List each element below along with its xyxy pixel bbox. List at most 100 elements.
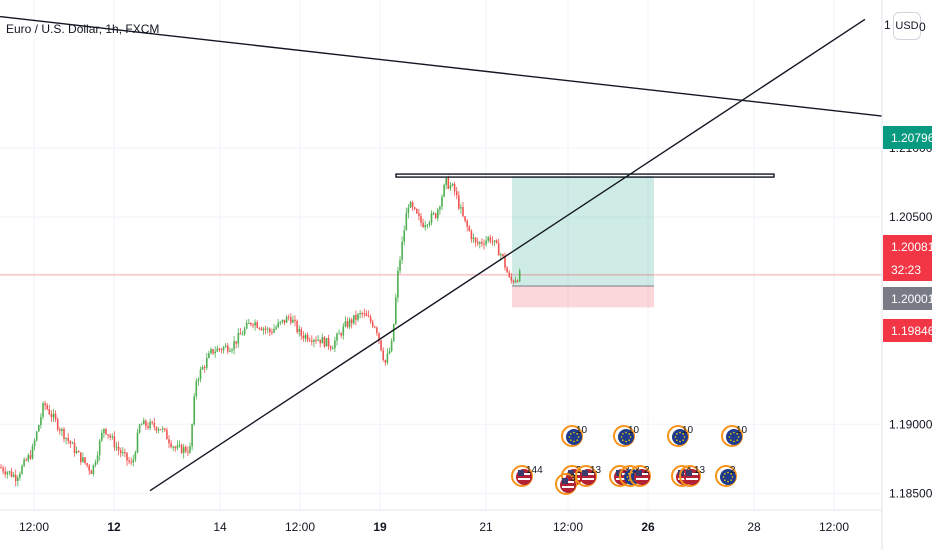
candle-body — [126, 452, 128, 461]
economic-events[interactable]: 1010101014423133234132 — [511, 425, 748, 495]
event-ring — [555, 473, 577, 495]
candle-body — [439, 206, 441, 210]
candle-body — [38, 425, 40, 432]
candle-body — [300, 329, 303, 336]
event-marker[interactable]: 10 — [613, 425, 640, 447]
candle-body — [365, 313, 368, 316]
candle-body — [84, 457, 86, 464]
candle-body — [216, 348, 219, 352]
candle-body — [153, 422, 156, 428]
candle-body — [453, 183, 456, 192]
us-flag-stripe — [582, 478, 594, 480]
candle-body — [73, 442, 76, 453]
candle-body — [256, 322, 258, 328]
candle-body — [69, 440, 72, 444]
candle-body — [518, 270, 521, 282]
candle-body — [197, 379, 200, 382]
candle-body — [187, 451, 189, 453]
event-marker[interactable]: 3 — [555, 473, 577, 495]
candle-body — [71, 442, 74, 444]
candle-body — [113, 436, 116, 448]
event-marker[interactable]: 13 — [679, 465, 706, 487]
event-marker[interactable]: 2 — [629, 465, 651, 487]
candle-body — [460, 207, 462, 209]
eu-star — [620, 436, 623, 438]
candle-body — [510, 276, 513, 281]
event-count-label: 13 — [590, 465, 602, 476]
candle-body — [14, 474, 17, 482]
event-marker[interactable]: 13 — [575, 465, 602, 487]
candle-body — [203, 367, 206, 369]
event-marker[interactable]: 10 — [561, 425, 588, 447]
event-ring — [575, 465, 597, 487]
candle-body — [19, 473, 21, 478]
eu-star — [727, 471, 729, 474]
candle-body — [350, 319, 353, 324]
us-flag-stripe — [678, 478, 690, 480]
candle-body — [315, 340, 317, 342]
candle-body — [239, 332, 242, 335]
candle-body — [420, 215, 422, 223]
candle-body — [254, 322, 256, 326]
eu-flag-icon — [672, 429, 688, 445]
candle-body — [109, 435, 111, 438]
candle-body — [262, 328, 265, 331]
candle-body — [101, 433, 103, 441]
long-position-stop-zone — [512, 285, 654, 308]
eu-star — [628, 479, 630, 481]
candle-body — [0, 467, 2, 469]
candle-body — [369, 316, 372, 322]
candle-body — [143, 420, 145, 425]
candle-body — [308, 340, 311, 342]
candle-body — [178, 444, 181, 446]
candle-body — [428, 222, 431, 226]
event-ring — [679, 465, 701, 487]
candle-body — [166, 429, 168, 440]
event-ring — [721, 425, 743, 447]
candle-body — [306, 334, 309, 341]
symbol-title[interactable]: Euro / U.S. Dollar, 1h, FXCM — [6, 22, 160, 36]
candle-body — [447, 178, 450, 189]
candle-body — [344, 321, 347, 327]
grid — [0, 0, 882, 510]
candle-body — [374, 326, 376, 328]
candle-body — [149, 421, 151, 428]
x-tick-label: 12:00 — [19, 520, 49, 534]
candle-body — [92, 464, 95, 474]
candle-body — [329, 346, 332, 349]
candle-body — [380, 340, 382, 351]
candle-body — [161, 428, 164, 430]
candle-body — [285, 316, 288, 323]
candle-body — [237, 332, 240, 344]
time-axis[interactable]: 12:00 12 14 12:00 19 21 12:00 26 28 12:00 — [19, 520, 849, 534]
x-tick-label: 28 — [747, 520, 761, 534]
event-marker[interactable]: 10 — [667, 425, 694, 447]
candle-body — [342, 326, 345, 336]
eu-star — [625, 440, 627, 443]
event-count-label: 2 — [644, 465, 650, 476]
us-flag-canton — [582, 470, 588, 476]
candle-body — [140, 424, 143, 426]
candle-body — [107, 434, 109, 436]
candle-body — [508, 272, 510, 277]
event-count-label: 13 — [694, 465, 706, 476]
candle-body — [124, 452, 126, 454]
candle-body — [424, 225, 426, 228]
event-ring — [629, 465, 651, 487]
eu-star — [733, 431, 735, 434]
x-tick-label: 12 — [107, 520, 121, 534]
candle-body — [313, 340, 315, 342]
event-marker[interactable]: 2 — [715, 465, 737, 487]
candle-body — [399, 259, 401, 271]
candle-body — [260, 328, 263, 331]
event-marker[interactable]: 10 — [721, 425, 748, 447]
candle-body — [390, 341, 393, 352]
event-marker[interactable]: 144 — [511, 465, 543, 487]
candle-body — [405, 212, 408, 231]
candle-body — [212, 349, 214, 354]
candle-body — [516, 280, 519, 282]
us-flag-canton — [616, 470, 622, 476]
candle-body — [94, 462, 97, 465]
currency-button[interactable]: USD — [893, 12, 921, 40]
